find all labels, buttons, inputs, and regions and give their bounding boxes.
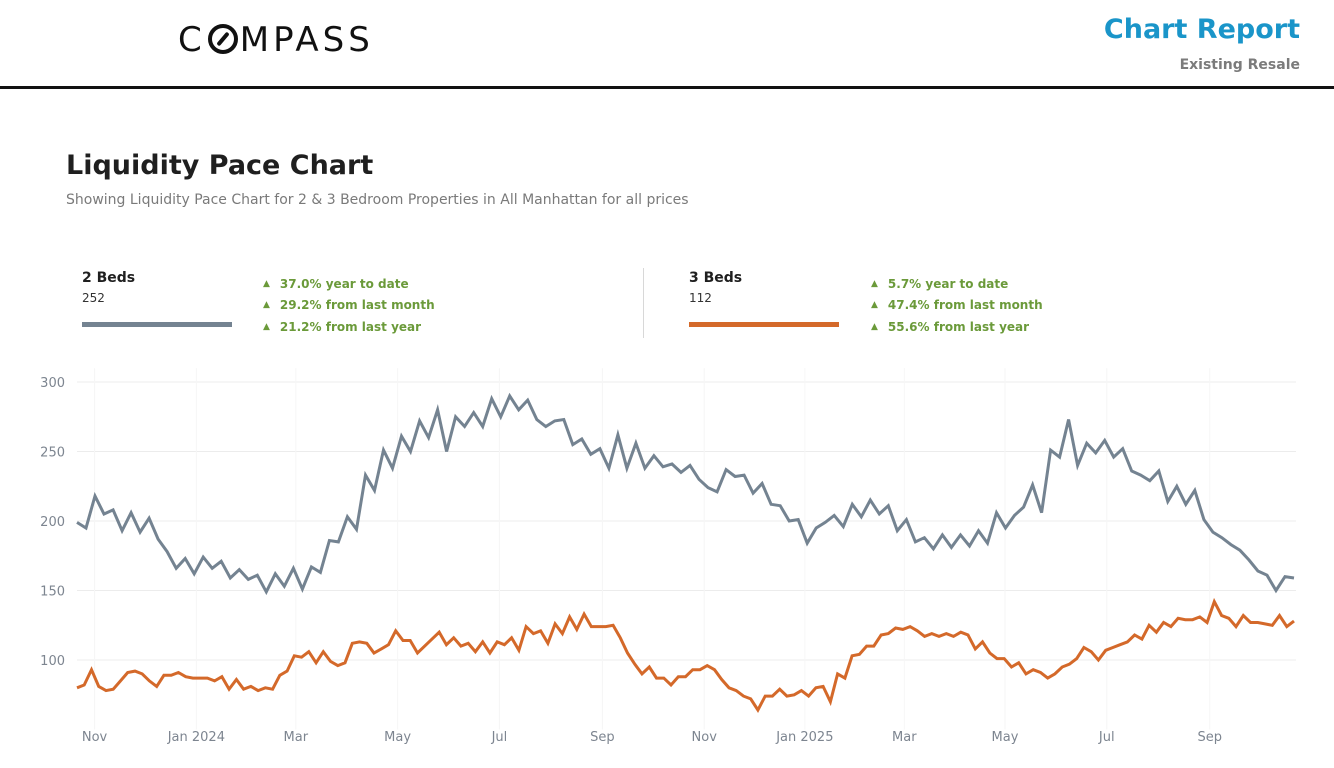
x-tick-label: Jan 2025 bbox=[775, 730, 833, 745]
y-tick-label: 250 bbox=[40, 446, 65, 461]
legend-3-beds: 3 Beds 112 bbox=[689, 270, 839, 327]
compass-logo[interactable]: C MPASS bbox=[178, 20, 374, 60]
legend-stats-2-beds: ▲ 37.0% year to date ▲ 29.2% from last mon… bbox=[263, 273, 435, 338]
y-tick-label: 200 bbox=[40, 515, 65, 530]
stat-text: 5.7% year to date bbox=[887, 276, 1009, 291]
x-tick-label: Sep bbox=[590, 730, 615, 745]
legend-value: 252 bbox=[82, 291, 105, 305]
page-title: Liquidity Pace Chart bbox=[66, 150, 374, 181]
logo-letter: C bbox=[178, 20, 206, 60]
header-divider bbox=[0, 86, 1334, 89]
header: C MPASS Chart Report Existing Resale bbox=[0, 0, 1334, 90]
legend-name: 2 Beds bbox=[82, 270, 136, 286]
series-lines bbox=[76, 392, 1295, 713]
series-line-2-beds[interactable] bbox=[76, 392, 1295, 596]
stat-ytd: ▲ 37.0% year to date bbox=[263, 273, 435, 295]
stat-text: 55.6% from last year bbox=[887, 319, 1030, 334]
x-tick-label: Jul bbox=[491, 730, 508, 745]
compass-logo-o-icon bbox=[207, 24, 238, 54]
up-triangle-icon: ▲ bbox=[263, 300, 270, 311]
x-tick-label: May bbox=[384, 730, 411, 745]
legend-separator bbox=[643, 268, 644, 338]
y-tick-label: 100 bbox=[40, 654, 65, 669]
report-title: Chart Report bbox=[1103, 14, 1300, 45]
logo-letters: MPASS bbox=[239, 20, 374, 60]
y-axis: 100 150 200 250 300 bbox=[40, 376, 65, 669]
grid bbox=[77, 368, 1296, 730]
up-triangle-icon: ▲ bbox=[871, 278, 878, 289]
legend-swatch-2-beds bbox=[82, 322, 232, 327]
x-tick-label: Jul bbox=[1098, 730, 1115, 745]
stat-last-year: ▲ 21.2% from last year bbox=[263, 316, 435, 338]
x-tick-label: Nov bbox=[82, 730, 108, 745]
stat-text: 21.2% from last year bbox=[279, 319, 422, 334]
up-triangle-icon: ▲ bbox=[263, 321, 270, 332]
stat-ytd: ▲ 5.7% year to date bbox=[871, 273, 1043, 295]
stat-last-month: ▲ 29.2% from last month bbox=[263, 295, 435, 317]
x-tick-label: Mar bbox=[892, 730, 917, 745]
up-triangle-icon: ▲ bbox=[871, 300, 878, 311]
series-line-3-beds[interactable] bbox=[76, 597, 1295, 713]
x-axis: Nov Jan 2024 Mar May Jul Sep Nov Jan 2025 Mar May… bbox=[82, 730, 1222, 745]
stat-last-month: ▲ 47.4% from last month bbox=[871, 295, 1043, 317]
x-tick-label: Jan 2024 bbox=[167, 730, 225, 745]
up-triangle-icon: ▲ bbox=[263, 278, 270, 289]
report-subtitle: Existing Resale bbox=[1179, 57, 1300, 73]
up-triangle-icon: ▲ bbox=[871, 321, 878, 332]
x-tick-label: Nov bbox=[692, 730, 718, 745]
legend-value: 112 bbox=[689, 291, 712, 305]
stat-text: 29.2% from last month bbox=[279, 298, 435, 313]
stat-text: 37.0% year to date bbox=[279, 276, 409, 291]
x-tick-label: May bbox=[992, 730, 1019, 745]
stat-text: 47.4% from last month bbox=[887, 298, 1043, 313]
x-tick-label: Mar bbox=[284, 730, 309, 745]
legend-name: 3 Beds bbox=[689, 270, 743, 286]
stat-last-year: ▲ 55.6% from last year bbox=[871, 316, 1043, 338]
y-tick-label: 150 bbox=[40, 585, 65, 600]
x-tick-label: Sep bbox=[1197, 730, 1222, 745]
legend-2-beds: 2 Beds 252 bbox=[82, 270, 232, 327]
legend-stats-3-beds: ▲ 5.7% year to date ▲ 47.4% from last mont… bbox=[871, 273, 1043, 338]
legend-swatch-3-beds bbox=[689, 322, 839, 327]
y-tick-label: 300 bbox=[40, 376, 65, 391]
page-subtitle: Showing Liquidity Pace Chart for 2 & 3 B… bbox=[66, 192, 689, 208]
